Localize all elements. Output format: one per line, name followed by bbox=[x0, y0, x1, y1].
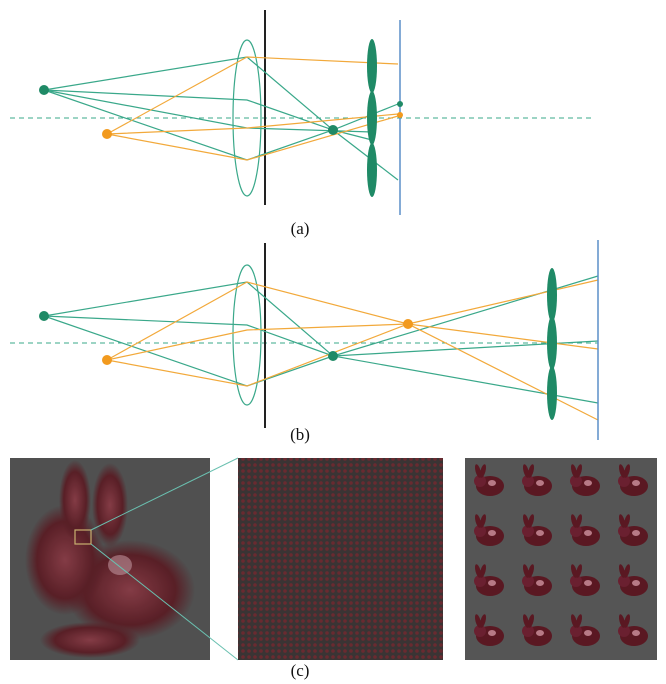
lenslet-image bbox=[238, 458, 443, 660]
label-b: (b) bbox=[290, 425, 310, 444]
panel-c: (c) bbox=[10, 458, 657, 680]
focus-green bbox=[328, 351, 338, 361]
sensor-hit bbox=[397, 112, 403, 118]
focus-green bbox=[328, 125, 338, 135]
sensor-hit bbox=[397, 101, 403, 107]
label-c: (c) bbox=[291, 661, 310, 680]
microlens bbox=[367, 91, 377, 145]
microlens bbox=[547, 316, 557, 370]
label-a: (a) bbox=[291, 219, 310, 238]
microlens bbox=[547, 268, 557, 322]
focus-orange bbox=[403, 319, 413, 329]
panel-a: (a) bbox=[10, 10, 595, 238]
microlens bbox=[547, 366, 557, 420]
figure: (a) (b) bbox=[0, 0, 666, 684]
point-orange bbox=[102, 129, 112, 139]
microlens bbox=[367, 39, 377, 93]
rays bbox=[44, 276, 598, 420]
point-green bbox=[39, 85, 49, 95]
panel-b: (b) bbox=[10, 240, 598, 444]
point-orange bbox=[102, 355, 112, 365]
point-green bbox=[39, 311, 49, 321]
microlens bbox=[367, 143, 377, 197]
